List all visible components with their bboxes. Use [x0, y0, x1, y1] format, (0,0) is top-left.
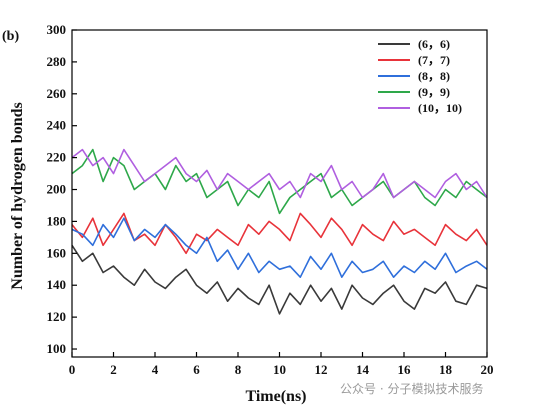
x-tick-label: 6: [193, 362, 200, 377]
x-tick-label: 8: [235, 362, 242, 377]
watermark-text: 公众号 · 分子模拟技术服务: [340, 381, 483, 396]
x-tick-label: 20: [481, 362, 494, 377]
series-line-5: [71, 148, 488, 199]
x-axis-label: Time(ns): [245, 388, 306, 405]
series-line-2: [71, 212, 488, 255]
legend-label: (6，6): [418, 37, 450, 51]
x-tick-label: 4: [152, 362, 159, 377]
y-tick-label: 280: [47, 54, 67, 69]
y-tick-label: 240: [47, 118, 67, 133]
y-tick-label: 100: [47, 341, 67, 356]
x-tick-label: 0: [69, 362, 76, 377]
y-tick-label: 120: [47, 309, 67, 324]
panel-label: (b): [2, 29, 19, 44]
x-tick-label: 10: [273, 362, 286, 377]
y-tick-label: 180: [47, 213, 67, 228]
legend-label: (8，8): [418, 69, 450, 83]
x-ticks: 0 2 4 6 8 10 12 14 16 18 20: [69, 352, 494, 377]
legend-label: (7，7): [418, 53, 450, 67]
series-layer: [71, 148, 488, 315]
x-tick-label: 18: [439, 362, 453, 377]
y-tick-label: 300: [47, 22, 67, 37]
y-tick-label: 200: [47, 182, 67, 197]
x-tick-label: 12: [315, 362, 328, 377]
y-axis-label: Number of hydrogen bonds: [9, 102, 26, 289]
legend: (6，6) (7，7) (8，8) (9，9) (10，10): [378, 37, 462, 115]
series-line-3: [71, 217, 488, 279]
legend-label: (10，10): [418, 101, 462, 115]
x-tick-label: 16: [398, 362, 412, 377]
y-tick-label: 140: [47, 277, 67, 292]
series-line-4: [71, 148, 488, 215]
y-tick-label: 160: [47, 245, 67, 260]
y-tick-label: 220: [47, 150, 67, 165]
series-line-1: [71, 244, 488, 315]
x-tick-label: 2: [110, 362, 117, 377]
legend-label: (9，9): [418, 85, 450, 99]
x-tick-label: 14: [356, 362, 370, 377]
y-tick-label: 260: [47, 86, 67, 101]
y-ticks: 100 120 140 160 180 200 220 240 260 280 300: [47, 22, 77, 356]
